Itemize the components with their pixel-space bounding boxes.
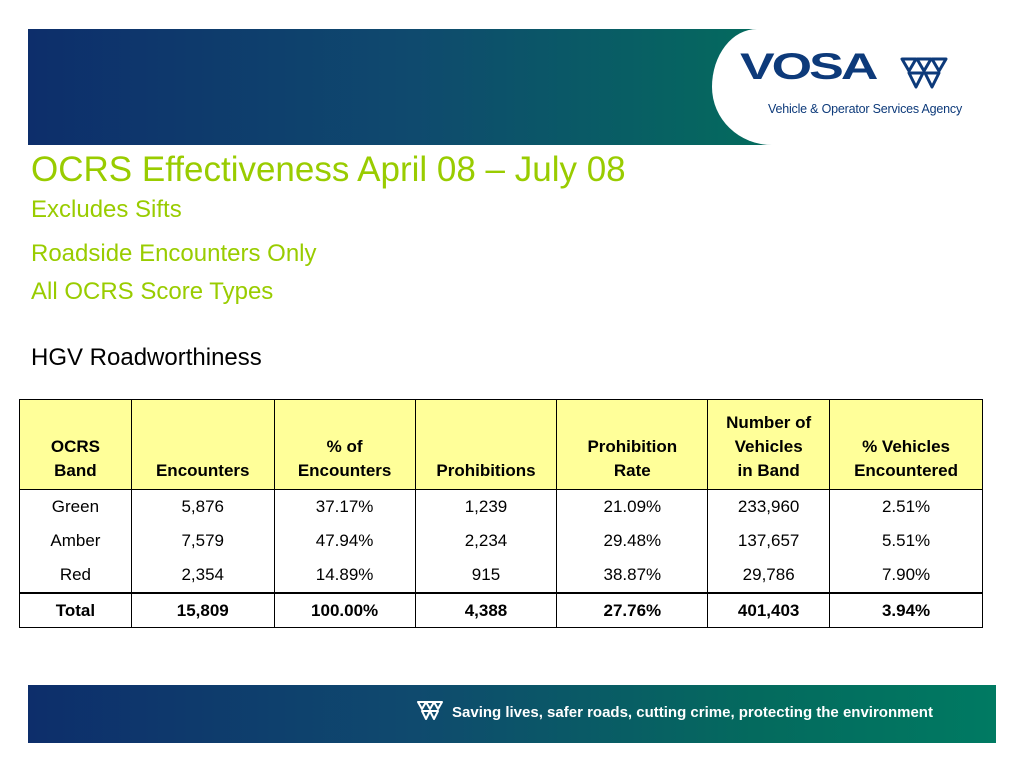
table-cell: 233,960 [707, 489, 831, 524]
subtitle-roadside-encounters: Roadside Encounters Only [31, 240, 317, 267]
table-cell: 7,579 [130, 524, 275, 558]
table-cell: Green [19, 489, 132, 524]
header-prohibition-rate: Prohibition Rate [556, 399, 709, 490]
table-cell: 38.87% [556, 558, 709, 593]
total-cell: 15,809 [130, 592, 275, 628]
total-cell: 100.00% [273, 592, 416, 628]
header-prohibitions: Prohibitions [414, 399, 558, 490]
table-cell: 29,786 [707, 558, 831, 593]
vosa-logo-word: VOSA [740, 45, 878, 88]
total-cell: 3.94% [829, 592, 983, 628]
total-cell: 4,388 [414, 592, 558, 628]
table-cell: 5.51% [829, 524, 983, 558]
footer-slogan: Saving lives, safer roads, cutting crime… [452, 704, 933, 721]
table-cell: 7.90% [829, 558, 983, 593]
header-percent-vehicles-encountered: % Vehicles Encountered [829, 399, 983, 490]
table-cell: 47.94% [273, 524, 416, 558]
total-cell: 27.76% [556, 592, 709, 628]
logo-tagline: Vehicle & Operator Services Agency [768, 102, 962, 116]
table-header-row: OCRS Band Encounters % of Encounters Prohi… [19, 399, 983, 490]
table-total-row: Total 15,809 100.00% 4,388 27.76% 401,40… [19, 592, 983, 628]
total-cell: Total [19, 592, 132, 628]
subtitle-excludes-sifts: Excludes Sifts [31, 196, 182, 223]
header-percent-encounters: % of Encounters [273, 399, 416, 490]
table-cell: 37.17% [273, 489, 416, 524]
logo-panel [712, 29, 996, 145]
table-cell: 2.51% [829, 489, 983, 524]
header-encounters: Encounters [130, 399, 275, 490]
ocrs-results-table: OCRS Band Encounters % of Encounters Prohi… [19, 399, 983, 628]
table-cell: 5,876 [130, 489, 275, 524]
total-cell: 401,403 [707, 592, 831, 628]
header-vehicles-in-band: Number of Vehicles in Band [707, 399, 831, 490]
table-row: Red 2,354 14.89% 915 38.87% 29,786 7.90% [19, 558, 983, 593]
table-cell: Red [19, 558, 132, 593]
table-row: Green 5,876 37.17% 1,239 21.09% 233,960 … [19, 489, 983, 524]
footer-banner [28, 685, 996, 743]
header-ocrs-band: OCRS Band [19, 399, 132, 490]
table-cell: 2,234 [414, 524, 558, 558]
table-cell: 137,657 [707, 524, 831, 558]
table-cell: 1,239 [414, 489, 558, 524]
table-row: Amber 7,579 47.94% 2,234 29.48% 137,657 … [19, 524, 983, 558]
triple-triangle-logo-icon [900, 57, 948, 89]
page-title: OCRS Effectiveness April 08 – July 08 [31, 150, 626, 189]
table-cell: 29.48% [556, 524, 709, 558]
section-heading: HGV Roadworthiness [31, 344, 262, 371]
table-cell: 2,354 [130, 558, 275, 593]
table-cell: Amber [19, 524, 132, 558]
triple-triangle-footer-icon [417, 701, 443, 720]
table-cell: 915 [414, 558, 558, 593]
table-cell: 14.89% [273, 558, 416, 593]
table-cell: 21.09% [556, 489, 709, 524]
subtitle-score-types: All OCRS Score Types [31, 278, 274, 305]
